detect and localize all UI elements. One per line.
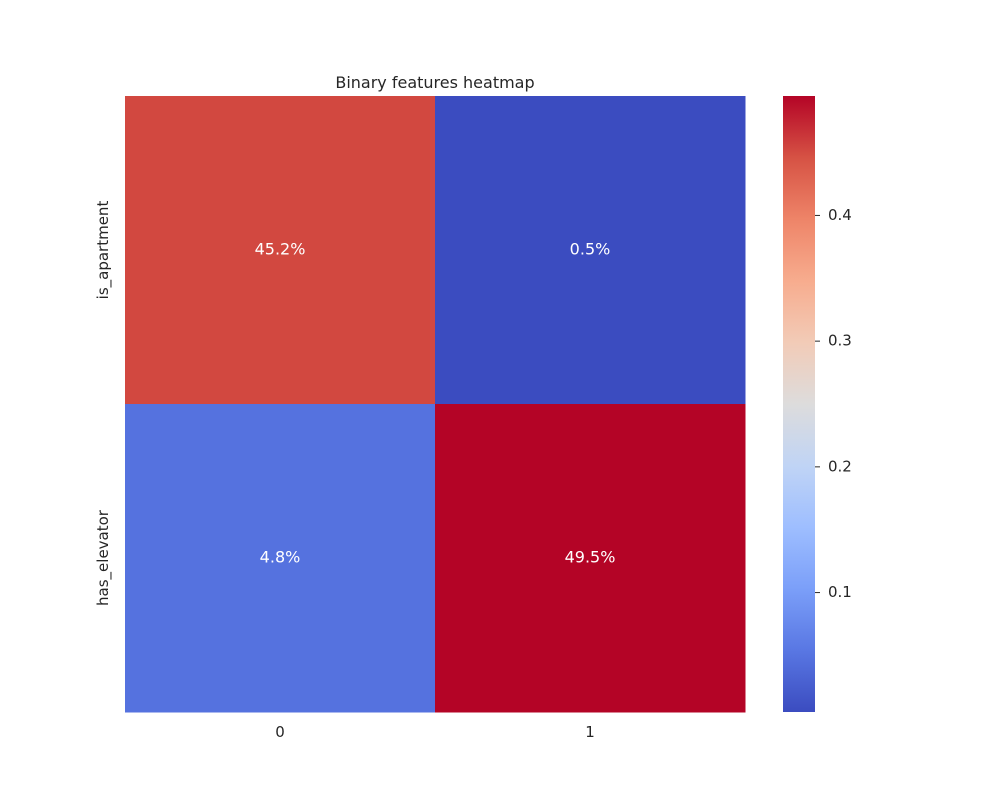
heatmap-cell	[435, 96, 746, 405]
colorbar-tick-label: 0.4	[828, 206, 852, 224]
colorbar-ticks: 0.1 0.2 0.3 0.4	[815, 206, 852, 601]
column-tick-label: 1	[585, 723, 595, 741]
heatmap-cells	[125, 96, 746, 713]
chart-title: Binary features heatmap	[335, 73, 534, 92]
row-tick-label: has_elevator	[94, 509, 113, 606]
cell-annotations: 45.2% 0.5% 4.8% 49.5%	[255, 240, 616, 567]
cell-annotation: 4.8%	[260, 548, 301, 567]
colorbar	[783, 96, 815, 712]
cell-annotation: 45.2%	[255, 240, 306, 259]
column-tick-label: 0	[275, 723, 285, 741]
heatmap-cell	[435, 404, 746, 713]
colorbar-tick-label: 0.2	[828, 457, 852, 475]
colorbar-tick-label: 0.1	[828, 583, 852, 601]
row-tick-label: is_apartment	[94, 201, 113, 300]
colorbar-tick-label: 0.3	[828, 332, 852, 350]
row-tick-labels: is_apartment has_elevator	[94, 201, 113, 606]
heatmap-cell	[125, 96, 436, 405]
cell-annotation: 49.5%	[565, 548, 616, 567]
heatmap-cell	[125, 404, 436, 713]
cell-annotation: 0.5%	[570, 240, 611, 259]
